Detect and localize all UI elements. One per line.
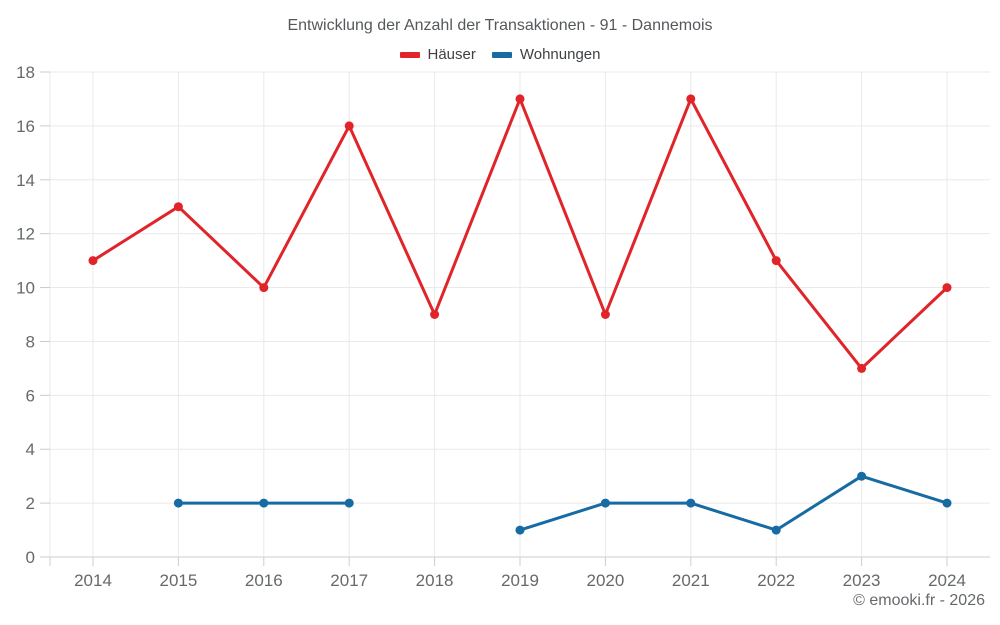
- data-point: [259, 498, 269, 508]
- data-point: [173, 202, 183, 212]
- y-axis-label: 8: [26, 332, 35, 351]
- data-point: [515, 525, 525, 535]
- x-axis-label: 2018: [416, 571, 454, 590]
- y-axis-label: 18: [16, 63, 35, 82]
- data-point: [942, 498, 952, 508]
- x-axis-label: 2023: [843, 571, 881, 590]
- series-lines: [88, 94, 952, 535]
- data-point: [771, 256, 781, 266]
- y-axis-label: 4: [26, 440, 35, 459]
- gridlines: [49, 71, 990, 558]
- data-point: [259, 283, 269, 293]
- data-point: [88, 256, 98, 266]
- copyright-text: © emooki.fr - 2026: [853, 592, 985, 609]
- y-axis-label: 6: [26, 386, 35, 405]
- legend-item-haeuser[interactable]: Häuser: [399, 46, 476, 63]
- wohnungen-legend-marker-icon: [491, 51, 512, 58]
- data-point: [942, 283, 952, 293]
- y-axis-label: 12: [16, 225, 35, 244]
- data-point: [686, 94, 696, 104]
- x-axis-label: 2024: [928, 571, 966, 590]
- chart-legend: Häuser Wohnungen: [0, 46, 1000, 63]
- data-point: [771, 525, 781, 535]
- axis-ticks: [40, 71, 948, 566]
- x-axis-label: 2019: [501, 571, 539, 590]
- data-point: [686, 498, 696, 508]
- legend-item-wohnungen[interactable]: Wohnungen: [491, 46, 601, 63]
- x-axis-label: 2017: [330, 571, 368, 590]
- axis-labels: 0 2 4 6 8 10 12 14 16 18 2014 2015 2016 2017 2018 2019 2…: [16, 63, 966, 590]
- x-axis-label: 2020: [586, 571, 624, 590]
- data-point: [430, 310, 440, 319]
- legend-label-haeuser: Häuser: [427, 46, 476, 63]
- y-axis-label: 10: [16, 279, 35, 298]
- data-point: [600, 310, 610, 319]
- data-point: [857, 363, 867, 373]
- data-point: [857, 471, 867, 481]
- data-point: [344, 498, 354, 508]
- x-axis-label: 2021: [672, 571, 710, 590]
- y-axis-label: 14: [16, 171, 35, 190]
- data-point: [344, 121, 354, 131]
- y-axis-label: 16: [16, 117, 35, 136]
- chart-title: Entwicklung der Anzahl der Transaktionen…: [287, 17, 713, 34]
- data-point: [600, 498, 610, 508]
- legend-label-wohnungen: Wohnungen: [519, 46, 601, 63]
- x-axis-label: 2022: [757, 571, 795, 590]
- x-axis-label: 2016: [245, 571, 283, 590]
- y-axis-label: 2: [26, 494, 35, 513]
- x-axis-label: 2015: [159, 571, 197, 590]
- haeuser-legend-marker-icon: [399, 51, 420, 58]
- x-axis-label: 2014: [74, 571, 112, 590]
- data-point: [173, 498, 183, 508]
- y-axis-label: 0: [26, 548, 35, 567]
- data-point: [515, 94, 525, 104]
